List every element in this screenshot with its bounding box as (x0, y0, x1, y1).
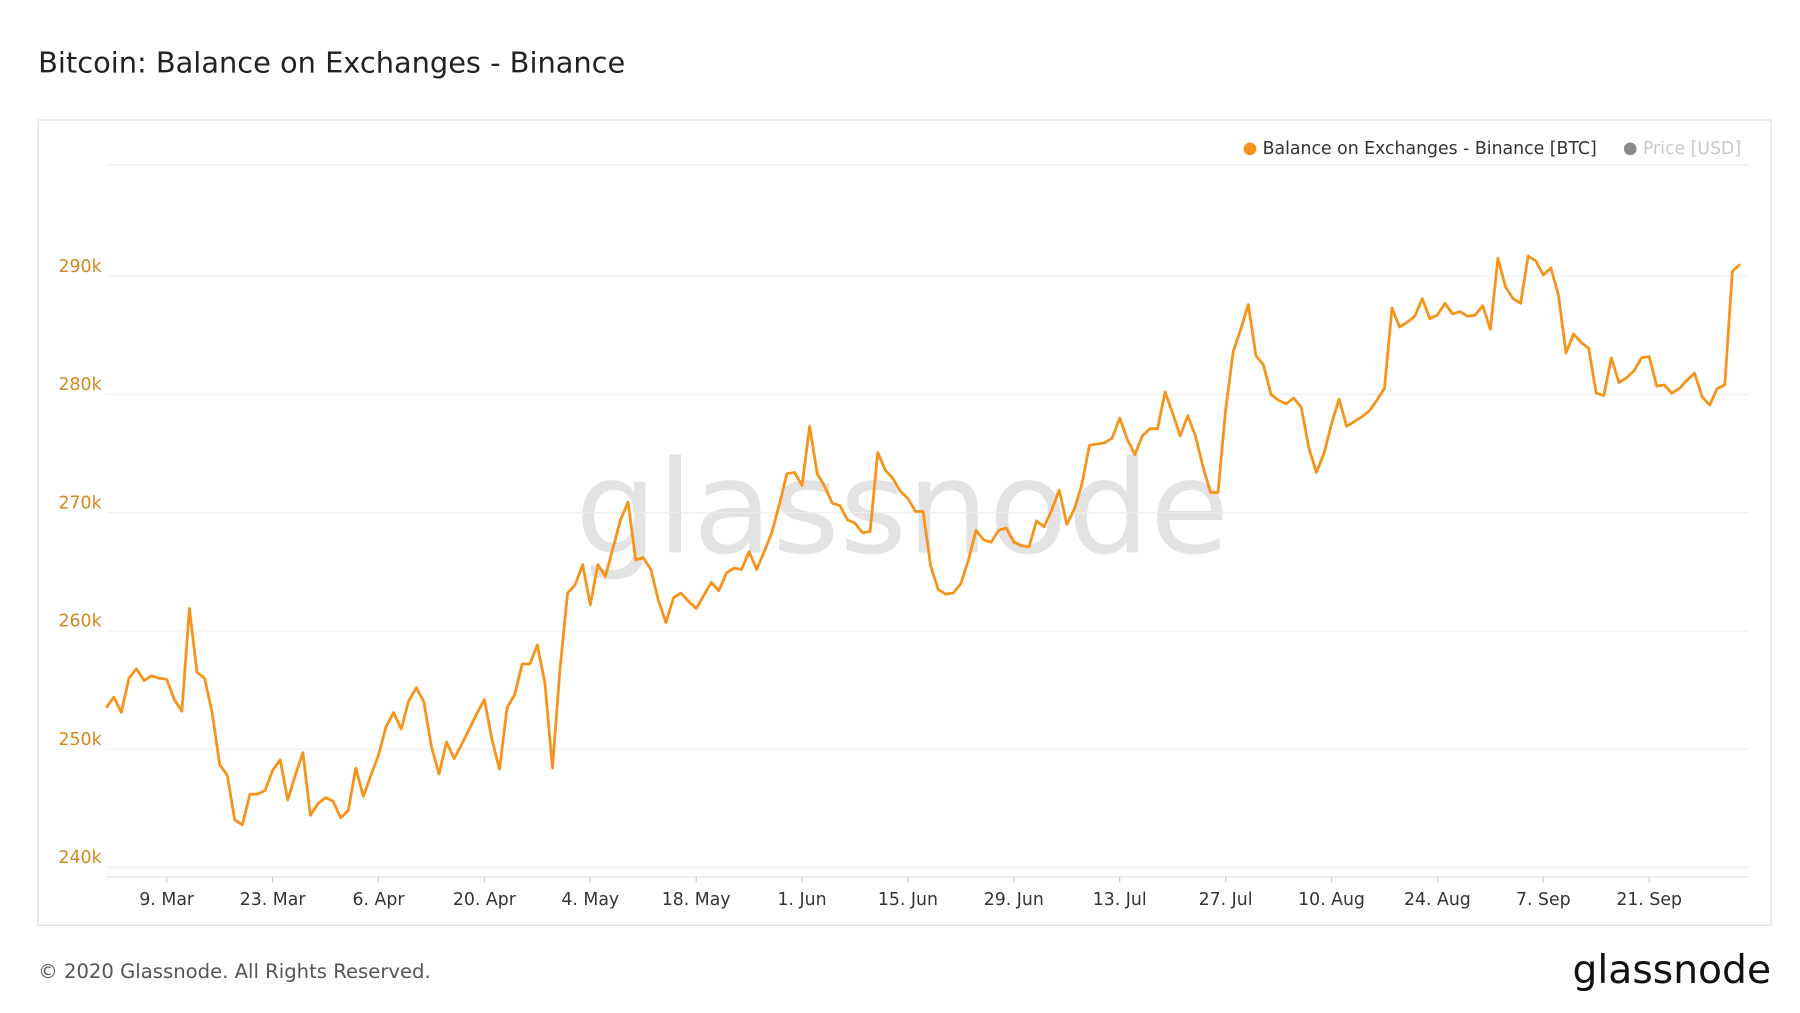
x-tick-label: 10. Aug (1298, 890, 1365, 910)
chart-title: Bitcoin: Balance on Exchanges - Binance (38, 46, 625, 80)
y-tick-label: 250k (59, 730, 102, 750)
logo: glassnode (1573, 948, 1772, 993)
x-tick-label: 23. Mar (240, 890, 307, 910)
x-tick-label: 21. Sep (1616, 890, 1682, 910)
legend-marker (1623, 142, 1637, 156)
y-tick-label: 260k (59, 612, 102, 632)
x-tick-label: 20. Apr (453, 890, 517, 910)
series-line (105, 254, 1741, 827)
legend-label: Balance on Exchanges - Binance [BTC] (1263, 139, 1597, 159)
x-tick-label: 6. Apr (353, 890, 406, 910)
watermark: glassnode (575, 434, 1229, 584)
x-tick-label: 13. Jul (1093, 890, 1147, 910)
x-tick-label: 18. May (662, 890, 731, 910)
y-tick-label: 240k (59, 848, 102, 868)
x-tick-label: 1. Jun (778, 890, 827, 910)
y-tick-label: 290k (59, 257, 102, 277)
legend-label: Price [USD] (1643, 139, 1741, 159)
copyright: © 2020 Glassnode. All Rights Reserved. (38, 960, 431, 983)
x-tick-label: 9. Mar (139, 890, 195, 910)
y-tick-label: 280k (59, 375, 102, 395)
y-tick-label: 270k (59, 493, 102, 513)
x-tick-label: 15. Jun (878, 890, 938, 910)
x-tick-label: 27. Jul (1199, 890, 1253, 910)
x-tick-label: 7. Sep (1516, 890, 1571, 910)
x-tick-label: 29. Jun (984, 890, 1044, 910)
chart-frame (37, 119, 1772, 926)
x-tick-label: 4. May (561, 890, 619, 910)
plot-area: 240k 250k 260k 270k 280k 290k 9. Mar 23. Mar 6. … (59, 139, 1750, 910)
x-tick-label: 24. Aug (1404, 890, 1471, 910)
legend-marker (1243, 142, 1257, 156)
